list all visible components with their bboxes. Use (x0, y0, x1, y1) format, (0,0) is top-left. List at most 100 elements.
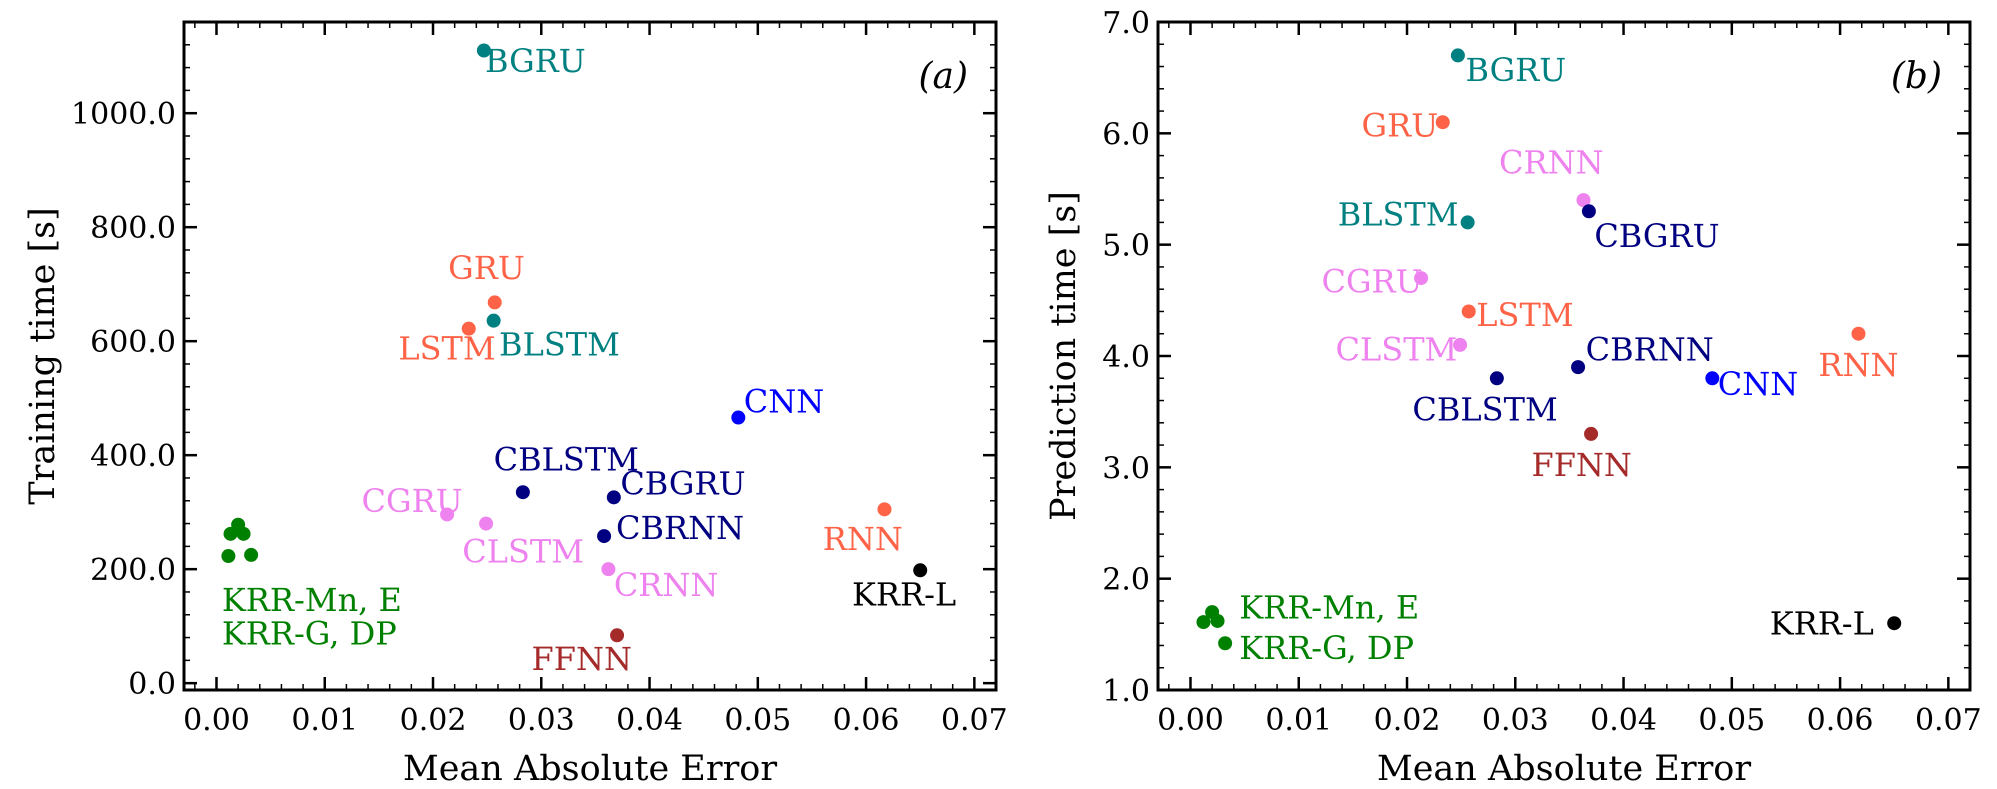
y-tick-label: 3.0 (1102, 451, 1150, 486)
scatter-point-12 (913, 563, 928, 578)
y-tick-label: 1.0 (1102, 674, 1150, 709)
scatter-point-16 (236, 526, 251, 541)
x-axis-label: Mean Absolute Error (403, 749, 778, 789)
point-label-5: CBLSTM (494, 441, 639, 479)
y-tick-label: 200.0 (90, 553, 176, 588)
scatter-point-17 (221, 549, 236, 564)
point-label-8: CBRNN (616, 509, 744, 547)
panel-label: (b) (1891, 56, 1942, 97)
point-label-0: BGRU (1465, 51, 1566, 89)
y-tick-label: 2.0 (1102, 563, 1150, 598)
plot-frame (182, 20, 998, 692)
scatter-point-0 (1450, 48, 1465, 63)
scatter-point-8 (479, 516, 494, 531)
scatter-point-4 (1581, 204, 1596, 219)
scatter-point-2 (1576, 193, 1591, 208)
point-label-14: KRR-G, DP (222, 614, 397, 652)
y-tick-label: 600.0 (90, 325, 176, 360)
point-label-15: FFNN (532, 640, 632, 678)
x-tick-label: 0.03 (508, 703, 575, 738)
scatter-point-9 (1571, 360, 1586, 375)
scatter-point-7 (440, 507, 455, 522)
scatter-point-15 (1196, 615, 1211, 630)
point-label-3: BLSTM (1338, 196, 1459, 234)
scatter-point-3 (1460, 215, 1475, 230)
point-label-14: KRR-L (1770, 604, 1874, 642)
point-label-12: FFNN (1532, 446, 1632, 484)
y-tick-label: 1000.0 (71, 97, 176, 132)
point-label-15: KRR-G, DP (1239, 629, 1414, 667)
y-tick-label: 6.0 (1102, 117, 1150, 152)
point-label-1: GRU (1362, 107, 1439, 145)
scatter-point-13 (1887, 616, 1902, 631)
x-tick-label: 0.01 (1265, 703, 1332, 738)
y-tick-label: 400.0 (90, 439, 176, 474)
point-label-3: BLSTM (499, 325, 620, 363)
x-tick-label: 0.06 (833, 703, 900, 738)
x-tick-label: 0.06 (1807, 703, 1874, 738)
x-tick-label: 0.02 (1374, 703, 1441, 738)
panel-label: (a) (918, 56, 968, 97)
scatter-point-18 (244, 547, 259, 562)
scatter-point-2 (461, 321, 476, 336)
x-tick-label: 0.05 (724, 703, 791, 738)
scatter-point-4 (731, 410, 746, 425)
scatter-point-6 (1461, 304, 1476, 319)
scatter-point-15 (223, 526, 238, 541)
x-tick-label: 0.02 (400, 703, 467, 738)
point-label-7: CGRU (362, 482, 463, 520)
y-tick-label: 4.0 (1102, 340, 1150, 375)
point-label-12: KRR-L (852, 576, 956, 614)
scatter-point-16 (1210, 613, 1225, 628)
point-label-13: KRR-Mn, E (1239, 589, 1419, 627)
point-label-7: CBRNN (1586, 330, 1714, 368)
x-tick-label: 0.00 (183, 703, 250, 738)
scatter-point-13 (610, 628, 625, 643)
x-tick-label: 0.04 (616, 703, 683, 738)
scatter-point-5 (515, 485, 530, 500)
x-tick-label: 0.07 (941, 703, 1008, 738)
point-label-6: CBGRU (620, 465, 745, 503)
point-label-9: CLSTM (462, 532, 584, 570)
scatter-point-7 (1453, 337, 1468, 352)
scatter-point-10 (1489, 371, 1504, 386)
scatter-point-11 (1705, 371, 1720, 386)
x-tick-label: 0.04 (1590, 703, 1657, 738)
x-axis-label: Mean Absolute Error (1377, 749, 1752, 789)
point-label-11: CRNN (614, 566, 719, 604)
y-tick-label: 7.0 (1102, 6, 1150, 41)
y-tick-label: 800.0 (90, 211, 176, 246)
point-label-11: CBLSTM (1412, 391, 1557, 429)
x-tick-label: 0.00 (1157, 703, 1224, 738)
point-label-2: CRNN (1499, 143, 1604, 181)
x-tick-label: 0.05 (1698, 703, 1765, 738)
point-label-10: CNN (1718, 365, 1798, 403)
scatter-point-1 (487, 295, 502, 310)
scatter-point-3 (486, 313, 501, 328)
point-label-1: GRU (448, 249, 525, 287)
scatter-point-6 (606, 490, 621, 505)
chart-panel-0: 0.00 0.01 0.02 0.03 0.04 0.05 0.06 0.07 0.0 200.0… (23, 20, 1008, 789)
y-axis-label: Training time [s] (23, 207, 63, 505)
scatter-point-17 (1218, 636, 1233, 651)
scatter-point-8 (1851, 326, 1866, 341)
scatter-point-10 (601, 562, 616, 577)
x-tick-label: 0.01 (291, 703, 358, 738)
y-tick-label: 0.0 (128, 667, 176, 702)
point-label-8: CLSTM (1336, 330, 1458, 368)
x-tick-label: 0.03 (1482, 703, 1549, 738)
point-label-4: CBGRU (1594, 217, 1719, 255)
chart-panel-1: 0.00 0.01 0.02 0.03 0.04 0.05 0.06 0.07 1.0 2.0 3.… (1044, 6, 1982, 789)
scatter-point-9 (597, 529, 612, 544)
point-label-10: RNN (823, 520, 903, 558)
scatter-point-12 (1584, 426, 1599, 441)
y-axis-label: Prediction time [s] (1044, 191, 1084, 521)
scatter-point-5 (1414, 271, 1429, 286)
point-label-6: LSTM (1476, 296, 1573, 334)
point-label-0: BGRU (485, 42, 586, 80)
scatter-point-0 (476, 43, 491, 58)
scatter-point-11 (877, 502, 892, 517)
x-tick-label: 0.07 (1915, 703, 1982, 738)
point-label-13: KRR-Mn, E (222, 581, 402, 619)
